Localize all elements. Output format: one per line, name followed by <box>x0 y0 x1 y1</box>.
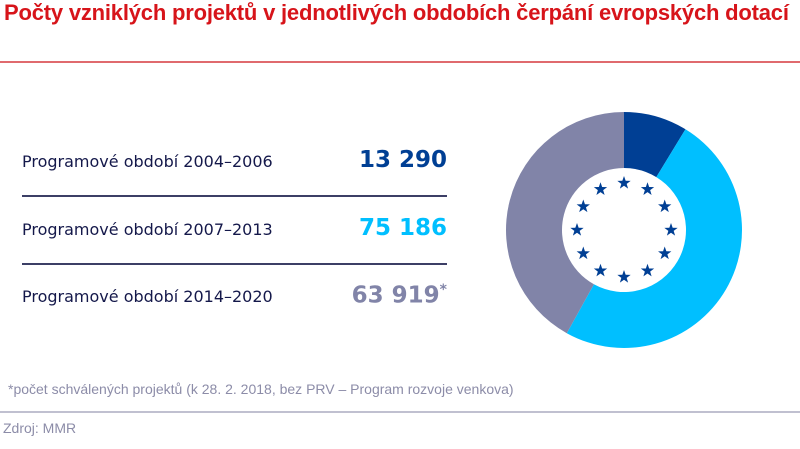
star-icon <box>576 199 590 213</box>
title-divider <box>0 61 800 63</box>
donut-slice <box>566 129 742 348</box>
data-label: 63 919* <box>351 282 447 309</box>
legend-label: Programové období 2014–2020 <box>22 287 273 306</box>
donut-slice <box>505 112 624 334</box>
star-icon <box>570 223 584 236</box>
legend-label: Programové období 2007–2013 <box>22 220 273 239</box>
legend-row: Programové období 2007–2013 75 186 <box>22 215 447 245</box>
donut-slice <box>624 112 686 178</box>
legend-row: Programové období 2014–2020 63 919* <box>22 282 447 312</box>
star-icon <box>593 263 608 277</box>
star-icon <box>658 246 672 260</box>
eu-stars-icon <box>570 176 678 283</box>
star-icon <box>640 263 655 277</box>
star-icon <box>664 223 678 236</box>
star-icon <box>640 182 655 195</box>
legend-row: Programové období 2004–2006 13 290 <box>22 147 447 177</box>
legend-label: Programové období 2004–2006 <box>22 152 273 171</box>
source: Zdroj: MMR <box>3 420 77 436</box>
star-icon <box>593 182 608 195</box>
star-icon <box>576 246 590 260</box>
data-label: 13 290 <box>358 147 447 173</box>
data-label: 75 186 <box>358 215 447 241</box>
star-icon <box>617 176 631 189</box>
row-divider <box>22 263 447 265</box>
row-divider <box>22 195 447 197</box>
chart-title: Počty vzniklých projektů v jednotlivých … <box>4 0 789 25</box>
star-icon <box>617 270 631 283</box>
footnote: *počet schválených projektů (k 28. 2. 20… <box>8 381 514 397</box>
star-icon <box>658 199 672 213</box>
footer-divider <box>0 411 800 413</box>
